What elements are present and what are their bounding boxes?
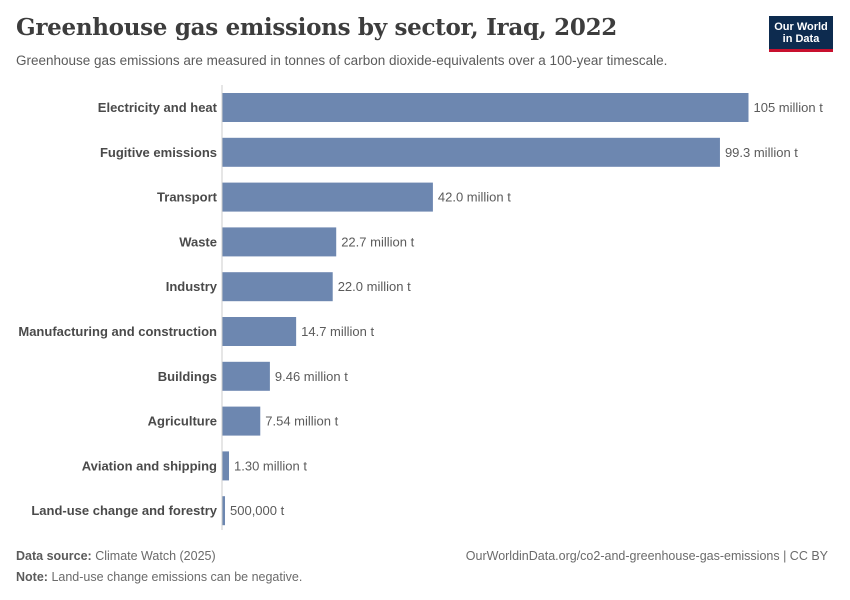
license-link[interactable]: OurWorldinData.org/co2-and-greenhouse-ga… <box>465 549 828 563</box>
bar[interactable] <box>222 496 226 526</box>
logo-line-2: in Data <box>782 33 820 45</box>
bar[interactable] <box>222 406 261 436</box>
data-source-link[interactable]: Climate Watch (2025) <box>95 549 216 563</box>
category-label: Waste <box>179 234 217 249</box>
value-label: 22.7 million t <box>341 234 414 249</box>
value-label: 1.30 million t <box>234 458 307 473</box>
bar[interactable] <box>222 272 333 302</box>
chart-title: Greenhouse gas emissions by sector, Iraq… <box>16 14 617 41</box>
category-label: Electricity and heat <box>98 100 218 115</box>
value-label: 42.0 million t <box>438 190 511 205</box>
category-label: Industry <box>166 279 218 294</box>
category-label: Fugitive emissions <box>100 145 217 160</box>
category-label: Manufacturing and construction <box>18 324 217 339</box>
bar[interactable] <box>222 182 433 212</box>
value-label: 500,000 t <box>230 503 285 518</box>
category-label: Transport <box>157 190 218 205</box>
value-label: 14.7 million t <box>301 324 374 339</box>
data-source-label: Data source: <box>16 549 92 563</box>
category-label: Land-use change and forestry <box>31 503 217 518</box>
value-label: 99.3 million t <box>725 145 798 160</box>
owid-logo[interactable]: Our World in Data <box>769 16 833 52</box>
note-label: Note: <box>16 570 48 584</box>
value-label: 22.0 million t <box>338 279 411 294</box>
bar[interactable] <box>222 93 749 122</box>
value-label: 105 million t <box>754 100 824 115</box>
logo-line-1: Our World <box>774 21 828 33</box>
bar[interactable] <box>222 361 270 391</box>
bar[interactable] <box>222 317 297 346</box>
data-source: Data source: Climate Watch (2025) <box>16 549 216 563</box>
bar[interactable] <box>222 451 230 481</box>
bar[interactable] <box>222 137 720 167</box>
bar[interactable] <box>222 227 337 257</box>
category-label: Buildings <box>158 369 217 384</box>
bar-chart: Electricity and heat 105 million t Fugitiv… <box>18 85 824 530</box>
value-label: 9.46 million t <box>275 369 348 384</box>
value-label: 7.54 million t <box>265 414 338 429</box>
chart-subtitle: Greenhouse gas emissions are measured in… <box>16 53 668 68</box>
category-label: Agriculture <box>148 414 217 429</box>
chart-note: Note: Land-use change emissions can be n… <box>16 570 302 584</box>
note-text: Land-use change emissions can be negativ… <box>51 570 303 584</box>
category-label: Aviation and shipping <box>82 458 217 473</box>
